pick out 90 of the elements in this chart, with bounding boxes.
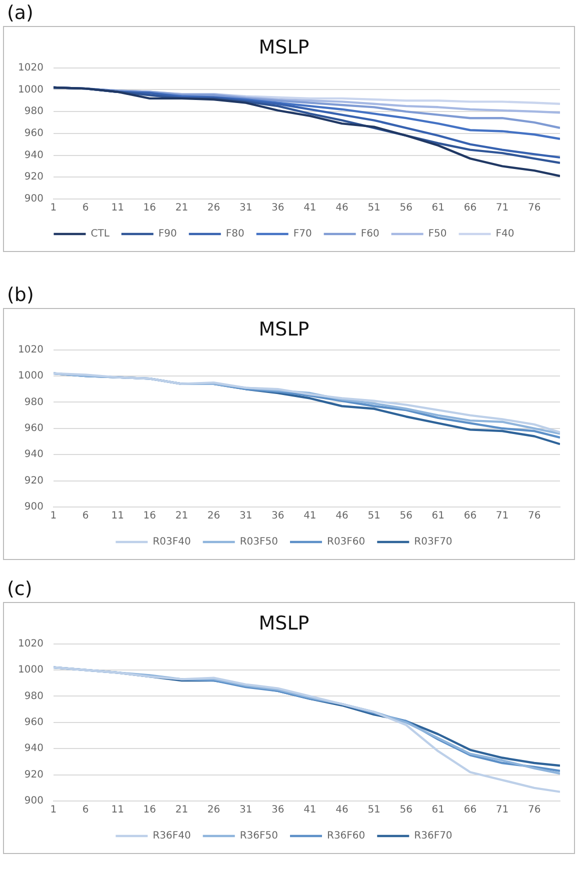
y-tick-label: 900	[24, 502, 44, 513]
x-tick-label: 46	[336, 510, 348, 522]
y-tick-label: 900	[24, 796, 44, 807]
y-tick-label: 900	[24, 194, 44, 205]
x-tick-label: 56	[400, 804, 412, 816]
x-tick-label: 71	[496, 202, 509, 214]
legend-label: R03F60	[327, 536, 366, 548]
y-tick-label: 980	[24, 396, 44, 408]
x-tick-label: 21	[175, 510, 188, 522]
x-tick-label: 46	[336, 804, 348, 816]
x-tick-label: 16	[143, 202, 156, 214]
y-tick-label: 1020	[18, 62, 44, 74]
x-tick-label: 6	[82, 202, 89, 214]
x-tick-label: 46	[336, 202, 348, 214]
x-tick-label: 26	[207, 202, 220, 214]
x-tick-label: 56	[400, 202, 412, 214]
x-tick-label: 11	[111, 510, 124, 522]
y-tick-label: 960	[24, 128, 44, 139]
y-tick-label: 920	[24, 475, 44, 486]
x-tick-label: 61	[432, 510, 445, 522]
x-tick-label: 41	[304, 510, 316, 522]
text: (a)	[6, 1, 34, 26]
x-tick-label: 26	[207, 510, 220, 522]
x-tick-label: 51	[368, 202, 380, 214]
x-tick-label: 1	[50, 202, 57, 214]
x-tick-label: 26	[207, 804, 220, 816]
x-tick-label: 1	[50, 804, 57, 816]
y-tick-label: 940	[24, 743, 44, 754]
y-tick-label: 960	[24, 422, 44, 434]
x-tick-label: 66	[464, 510, 477, 522]
x-tick-label: 41	[304, 202, 316, 214]
x-tick-label: 31	[239, 804, 252, 816]
x-tick-label: 71	[496, 804, 509, 816]
x-tick-label: 41	[304, 804, 316, 816]
y-tick-label: 1000	[18, 84, 44, 96]
x-tick-label: 76	[528, 510, 541, 522]
legend-label: F80	[226, 228, 244, 240]
x-tick-label: 11	[111, 804, 124, 816]
x-tick-label: 61	[432, 804, 445, 816]
x-tick-label: 56	[400, 510, 412, 522]
y-tick-label: 1020	[18, 344, 44, 356]
x-tick-label: 61	[432, 202, 445, 214]
x-tick-label: 21	[175, 804, 188, 816]
y-tick-label: 1000	[18, 370, 44, 382]
y-tick-label: 920	[24, 172, 44, 183]
x-tick-label: 36	[272, 202, 284, 214]
text: (c)	[6, 577, 34, 602]
x-tick-label: 51	[368, 804, 380, 816]
x-tick-label: 6	[82, 804, 89, 816]
x-tick-label: 76	[528, 202, 541, 214]
x-tick-label: 66	[464, 202, 477, 214]
x-tick-label: 1	[50, 510, 57, 522]
legend-label: F70	[293, 228, 312, 240]
x-tick-label: 31	[239, 202, 252, 214]
x-tick-label: 51	[368, 510, 380, 522]
chart-title: MSLP	[258, 36, 310, 58]
y-tick-label: 940	[24, 150, 44, 161]
y-tick-label: 940	[24, 449, 44, 460]
y-tick-label: 1000	[18, 664, 44, 676]
text: (b)	[6, 283, 35, 308]
x-tick-label: 6	[82, 510, 89, 522]
legend-label: F60	[360, 228, 380, 240]
legend-label: R36F40	[152, 830, 191, 842]
legend-label: R36F60	[327, 830, 366, 842]
chart-title: MSLP	[258, 612, 310, 634]
legend-label: F50	[428, 228, 447, 240]
y-tick-label: 920	[24, 769, 44, 780]
x-tick-label: 36	[272, 510, 284, 522]
y-tick-label: 980	[24, 106, 44, 118]
y-tick-label: 980	[24, 690, 44, 702]
legend-label: R36F70	[414, 830, 452, 842]
legend-label: R03F40	[152, 536, 191, 548]
legend-label: F90	[158, 228, 177, 240]
x-tick-label: 11	[111, 202, 124, 214]
y-tick-label: 1020	[18, 638, 44, 650]
x-tick-label: 66	[464, 804, 477, 816]
legend-label: F40	[496, 228, 514, 240]
x-tick-label: 21	[175, 202, 188, 214]
x-tick-label: 16	[143, 510, 156, 522]
y-tick-label: 960	[24, 716, 44, 728]
legend-label: R03F70	[414, 536, 452, 548]
x-tick-label: 76	[528, 804, 541, 816]
chart-title: MSLP	[258, 318, 310, 340]
x-tick-label: 31	[239, 510, 252, 522]
x-tick-label: 16	[143, 804, 156, 816]
x-tick-label: 36	[272, 804, 284, 816]
legend-label: R36F50	[240, 830, 278, 842]
legend-label: CTL	[90, 228, 110, 240]
x-tick-label: 71	[496, 510, 509, 522]
legend-label: R03F50	[240, 536, 278, 548]
